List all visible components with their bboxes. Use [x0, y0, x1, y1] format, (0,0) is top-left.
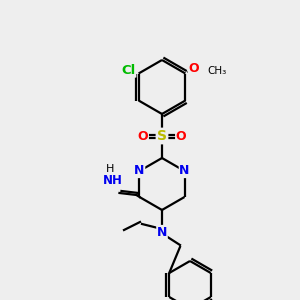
Text: CH₃: CH₃: [207, 65, 226, 76]
Text: Cl: Cl: [122, 64, 136, 77]
Text: S: S: [157, 129, 167, 143]
Text: NH: NH: [103, 175, 122, 188]
Text: O: O: [176, 130, 186, 142]
Text: O: O: [188, 62, 199, 75]
Text: N: N: [157, 226, 167, 238]
Text: N: N: [134, 164, 145, 178]
Text: H: H: [106, 164, 115, 174]
Text: N: N: [179, 164, 190, 178]
Text: O: O: [138, 130, 148, 142]
